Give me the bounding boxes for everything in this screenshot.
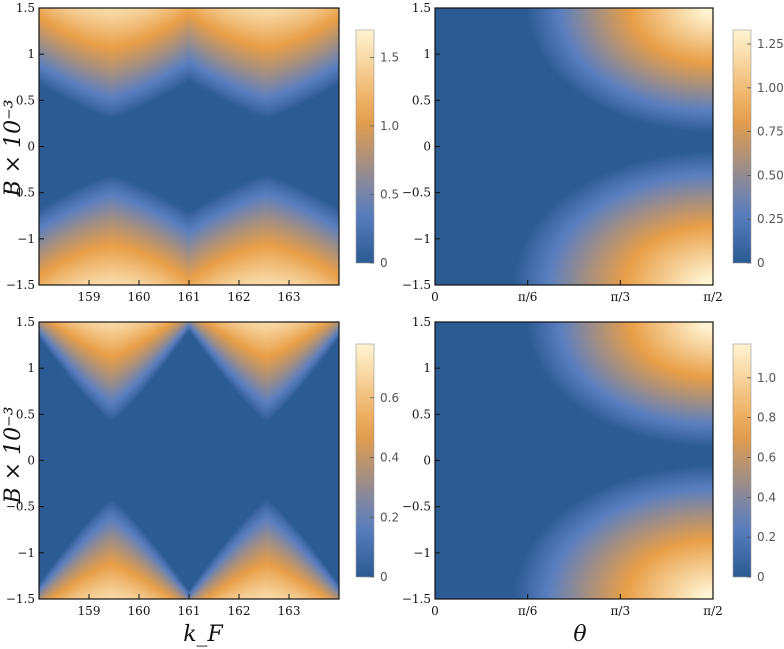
y-tick-label: 0 — [27, 140, 35, 154]
colorbar-tick-label: 0 — [757, 570, 765, 584]
colorbar — [732, 29, 752, 264]
panel-top-left: 1.5 1 0.5 0 −0.5 −1 −1.5 159 160 161 162 163 0 0.5 1.0… — [6, 1, 399, 304]
y-tick-label: −0.5 — [402, 186, 431, 200]
x-tick-label: 161 — [178, 604, 201, 618]
y-tick-label: 1.5 — [412, 1, 431, 15]
x-tick-label: π/6 — [518, 604, 538, 618]
colorbar-tick-label: 0.2 — [757, 530, 776, 544]
y-tick-label: −0.5 — [6, 186, 35, 200]
x-tick-label: π/6 — [518, 290, 538, 304]
x-tick-label: 162 — [228, 604, 251, 618]
y-tick-label: −1 — [17, 546, 35, 560]
y-tick-label: 1 — [423, 47, 431, 61]
x-tick-label: 162 — [228, 290, 251, 304]
colorbar-tick-label: 1.25 — [757, 37, 784, 51]
y-tick-label: 1 — [27, 361, 35, 375]
y-tick-label: 0.5 — [412, 407, 431, 421]
y-axis-label-top: B × 10⁻³ — [1, 99, 26, 197]
x-tick-label: π/3 — [611, 290, 631, 304]
y-tick-label: −0.5 — [402, 500, 431, 514]
y-tick-label: 1.5 — [412, 315, 431, 329]
y-tick-label: −1 — [17, 232, 35, 246]
y-tick-label: 1.5 — [16, 315, 35, 329]
colorbar-tick-label: 0.50 — [757, 168, 784, 182]
colorbar-tick-label: 0.6 — [380, 391, 399, 405]
heatmap-top-right — [435, 8, 713, 285]
y-tick-label: 1 — [27, 47, 35, 61]
colorbar-tick-label: 1.5 — [380, 50, 399, 64]
colorbar-tick-label: 0.4 — [380, 451, 399, 465]
heatmap-top-left — [39, 8, 339, 285]
y-tick-label: −1 — [413, 546, 431, 560]
colorbar-tick-label: 0.4 — [757, 490, 776, 504]
y-tick-label: −1.5 — [6, 278, 35, 292]
colorbar-tick-label: 0.6 — [757, 451, 776, 465]
x-tick-label: 160 — [128, 604, 151, 618]
colorbar-tick-label: 0 — [380, 256, 388, 270]
colorbar — [355, 343, 375, 578]
x-tick-label: 163 — [278, 604, 301, 618]
x-tick-label: 0 — [431, 290, 439, 304]
x-tick-label: π/3 — [611, 604, 631, 618]
colorbar-tick-label: 0.2 — [380, 510, 399, 524]
y-tick-label: 0 — [423, 454, 431, 468]
x-axis-label-theta: θ — [573, 622, 586, 647]
y-tick-label: −1.5 — [402, 278, 431, 292]
colorbar-tick-label: 0.75 — [757, 125, 784, 139]
x-tick-label: 160 — [128, 290, 151, 304]
colorbar-tick-label: 0.5 — [380, 187, 399, 201]
colorbar-tick-label: 0 — [757, 256, 765, 270]
y-tick-label: 0 — [423, 140, 431, 154]
colorbar — [732, 343, 752, 578]
y-tick-label: 1.5 — [16, 1, 35, 15]
colorbar-tick-label: 1.0 — [380, 119, 399, 133]
heatmap-bottom-left — [39, 322, 339, 599]
x-tick-label: 0 — [431, 604, 439, 618]
x-tick-label: 163 — [278, 290, 301, 304]
y-tick-label: 0.5 — [16, 407, 35, 421]
y-tick-label: 1 — [423, 361, 431, 375]
y-tick-label: −0.5 — [6, 500, 35, 514]
x-axis-label-kf: k_F — [183, 622, 223, 647]
y-tick-label: −1 — [413, 232, 431, 246]
colorbar-tick-label: 1.0 — [757, 371, 776, 385]
x-tick-label: π/2 — [703, 604, 723, 618]
x-tick-label: 161 — [178, 290, 201, 304]
colorbar-tick-label: 0.8 — [757, 411, 776, 425]
panel-bottom-right: 1.510.50−0.5−1−1.50 π/6 π/3 π/200.20.40.60.… — [402, 315, 776, 618]
colorbar — [355, 29, 375, 264]
y-tick-label: 0.5 — [16, 93, 35, 107]
y-tick-label: −1.5 — [402, 592, 431, 606]
heatmap-bottom-right — [435, 322, 713, 599]
y-tick-label: 0.5 — [412, 93, 431, 107]
colorbar-tick-label: 0 — [380, 570, 388, 584]
x-tick-label: 159 — [78, 290, 101, 304]
y-tick-label: 0 — [27, 454, 35, 468]
y-tick-label: −1.5 — [6, 592, 35, 606]
panel-bottom-left: 1.5 1 0.5 0 −0.5 −1 −1.5 159 160 161 162 163 0 0.2 0.4… — [6, 315, 399, 618]
colorbar-tick-label: 0.25 — [757, 212, 784, 226]
panel-top-right: 1.510.50−0.5−1−1.50 π/6 π/3 π/200.250.500.7… — [402, 1, 784, 304]
x-tick-label: 159 — [78, 604, 101, 618]
colorbar-tick-label: 1.00 — [757, 81, 784, 95]
x-tick-label: π/2 — [703, 290, 723, 304]
y-axis-label-bottom: B × 10⁻³ — [1, 406, 26, 504]
